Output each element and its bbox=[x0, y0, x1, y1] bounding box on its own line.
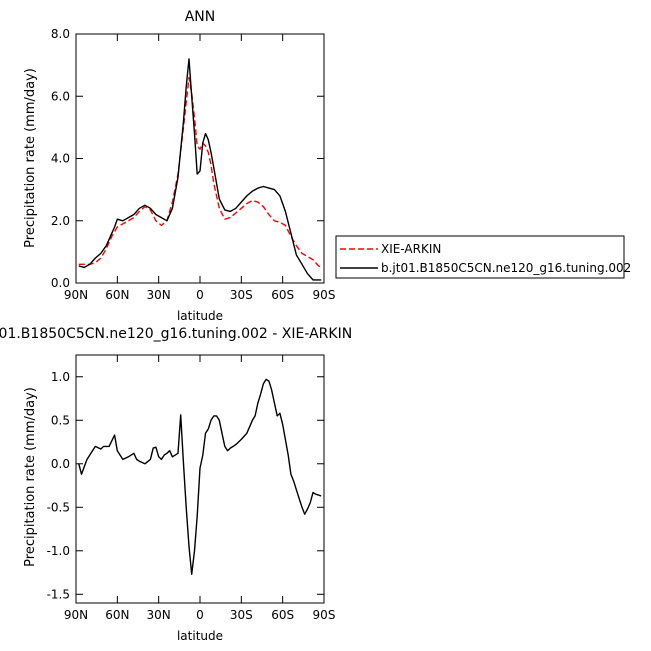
x-tick-label: 90N bbox=[64, 608, 88, 622]
y-tick-label: -1.0 bbox=[47, 544, 70, 558]
x-tick-label: 0 bbox=[196, 288, 204, 302]
y-tick-label: 8.0 bbox=[51, 27, 70, 41]
y-tick-label: 0.5 bbox=[51, 413, 70, 427]
x-tick-label: 60N bbox=[105, 608, 129, 622]
x-tick-label: 30S bbox=[230, 608, 253, 622]
x-tick-label: 30N bbox=[147, 288, 171, 302]
series-line-difference bbox=[78, 378, 322, 575]
top-chart-plot-frame bbox=[75, 33, 325, 284]
x-tick-label: 60N bbox=[105, 288, 129, 302]
series-line-b-jt01-b1850c5cn-ne120-g16-tuning-002 bbox=[78, 58, 322, 281]
top-chart-x-axis-label: latitude bbox=[177, 309, 223, 323]
series-line-xie-arkin bbox=[78, 76, 322, 269]
y-tick-label: 4.0 bbox=[51, 152, 70, 166]
top-chart-title: ANN bbox=[185, 9, 216, 25]
bottom-chart-panel: b.jt01.B1850C5CN.ne120_g16.tuning.002 - … bbox=[0, 326, 352, 643]
x-tick-label: 0 bbox=[196, 608, 204, 622]
y-tick-label: 0.0 bbox=[51, 276, 70, 290]
legend-label-xie-arkin: XIE-ARKIN bbox=[381, 242, 441, 256]
x-tick-label: 30S bbox=[230, 288, 253, 302]
y-tick-label: -1.5 bbox=[47, 587, 70, 601]
y-tick-label: 2.0 bbox=[51, 214, 70, 228]
top-chart-series-group bbox=[78, 58, 322, 281]
bottom-chart-title: b.jt01.B1850C5CN.ne120_g16.tuning.002 - … bbox=[0, 326, 352, 342]
x-tick-label: 90S bbox=[313, 608, 336, 622]
top-chart-y-axis-label: Precipitation rate (mm/day) bbox=[23, 68, 38, 248]
x-tick-label: 60S bbox=[271, 288, 294, 302]
legend-label-model: b.jt01.B1850C5CN.ne120_g16.tuning.002 bbox=[381, 261, 631, 275]
top-chart-panel: ANN Precipitation rate (mm/day) latitude… bbox=[23, 9, 335, 323]
legend-box bbox=[335, 235, 625, 279]
bottom-chart-y-axis-label: Precipitation rate (mm/day) bbox=[23, 387, 38, 567]
y-tick-label: 6.0 bbox=[51, 89, 70, 103]
x-tick-label: 90S bbox=[313, 288, 336, 302]
x-tick-label: 90N bbox=[64, 288, 88, 302]
bottom-chart-ticks: 90N 60N 30N 0 30S 60S 90S -1.5 -1.0 -0.5 0.0 0.5 1.0 bbox=[47, 355, 336, 622]
y-tick-label: 0.0 bbox=[51, 457, 70, 471]
x-tick-label: 60S bbox=[271, 608, 294, 622]
x-tick-label: 30N bbox=[147, 608, 171, 622]
top-chart-ticks: 90N 60N 30N 0 30S 60S 90S 0.0 2.0 4.0 6.0 8.0 bbox=[51, 27, 336, 302]
legend: XIE-ARKIN b.jt01.B1850C5CN.ne120_g16.tun… bbox=[335, 235, 631, 279]
bottom-chart-x-axis-label: latitude bbox=[177, 629, 223, 643]
bottom-chart-series-group bbox=[78, 378, 322, 575]
y-tick-label: -0.5 bbox=[47, 500, 70, 514]
y-tick-label: 1.0 bbox=[51, 370, 70, 384]
